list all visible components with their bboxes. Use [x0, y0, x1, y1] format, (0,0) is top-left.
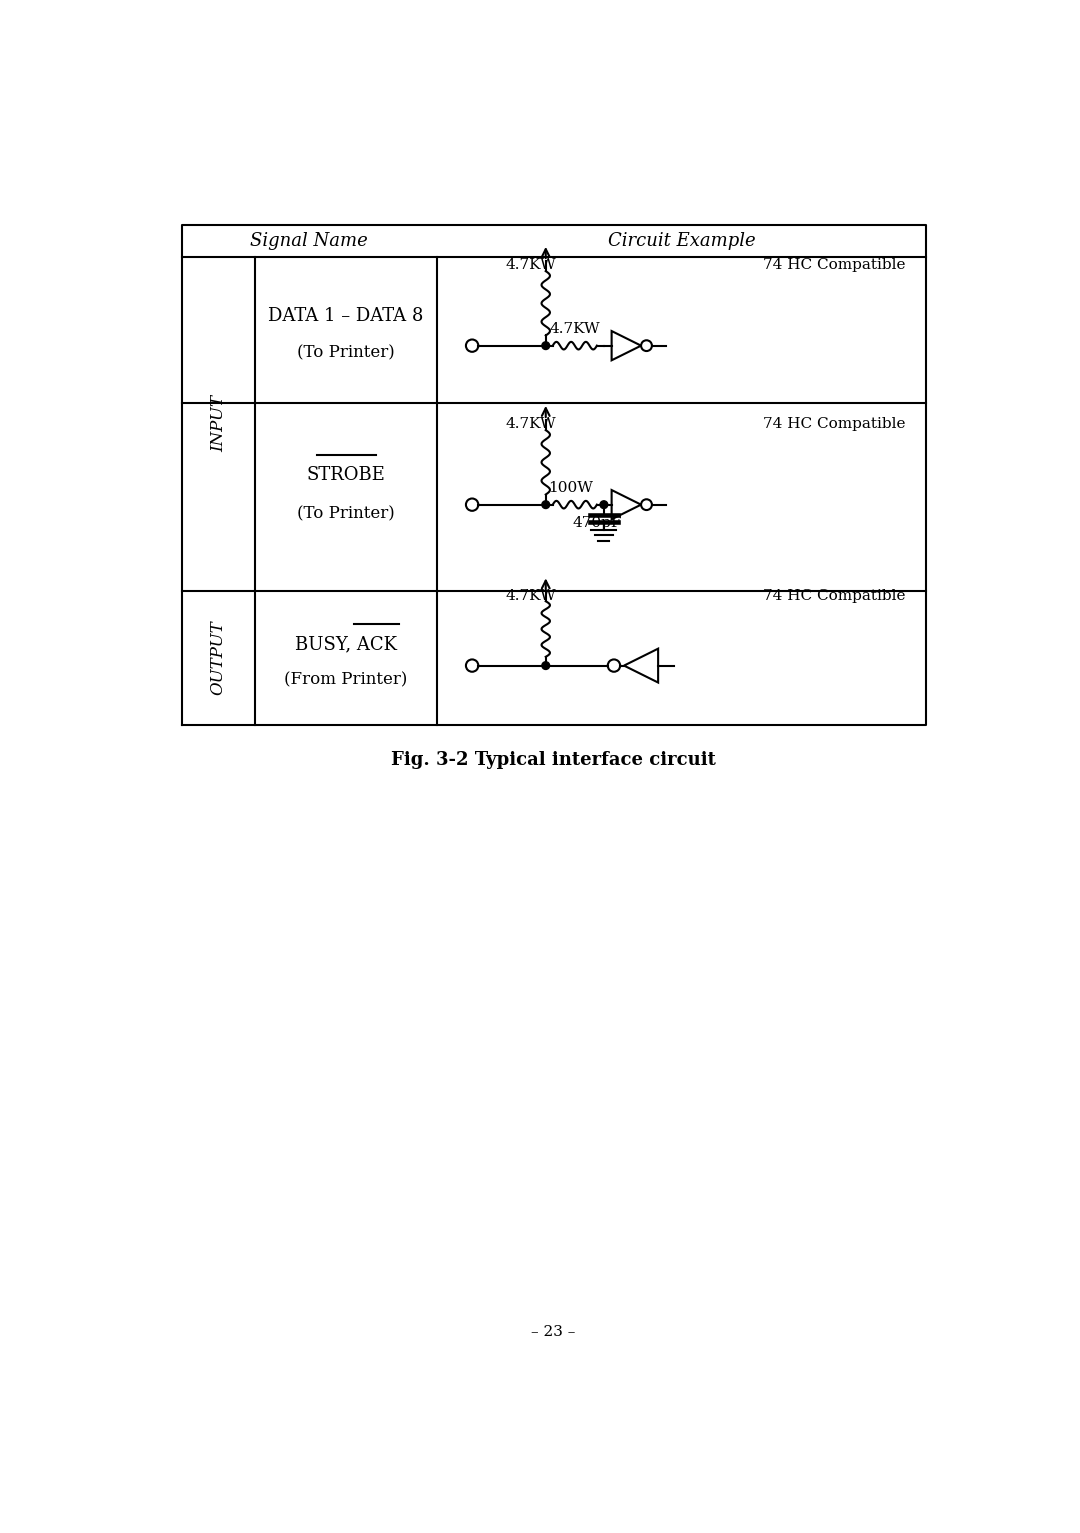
- Text: INPUT: INPUT: [210, 396, 227, 452]
- Text: 470pF: 470pF: [572, 517, 622, 530]
- Text: (To Printer): (To Printer): [297, 345, 395, 362]
- Text: 74 HC Compatible: 74 HC Compatible: [762, 589, 905, 604]
- Text: – 23 –: – 23 –: [531, 1325, 576, 1338]
- Text: OUTPUT: OUTPUT: [210, 621, 227, 696]
- Text: 4.7KW: 4.7KW: [505, 589, 556, 604]
- Text: 74 HC Compatible: 74 HC Compatible: [762, 417, 905, 431]
- Text: DATA 1 – DATA 8: DATA 1 – DATA 8: [269, 308, 423, 325]
- Circle shape: [542, 342, 550, 350]
- Text: 4.7KW: 4.7KW: [550, 322, 600, 336]
- Text: 74 HC Compatible: 74 HC Compatible: [762, 258, 905, 271]
- Text: Circuit Example: Circuit Example: [608, 231, 755, 250]
- Text: Signal Name: Signal Name: [251, 231, 368, 250]
- Circle shape: [542, 501, 550, 509]
- Text: BUSY, ACK: BUSY, ACK: [295, 635, 397, 653]
- Text: 4.7KW: 4.7KW: [505, 417, 556, 431]
- Text: (From Printer): (From Printer): [284, 671, 408, 688]
- Circle shape: [600, 501, 608, 509]
- Text: Fig. 3-2 Typical interface circuit: Fig. 3-2 Typical interface circuit: [391, 751, 716, 770]
- Circle shape: [542, 662, 550, 670]
- Text: 4.7KW: 4.7KW: [505, 258, 556, 271]
- Text: (To Printer): (To Printer): [297, 506, 395, 523]
- Text: STROBE: STROBE: [307, 466, 386, 484]
- Text: 100W: 100W: [548, 481, 593, 495]
